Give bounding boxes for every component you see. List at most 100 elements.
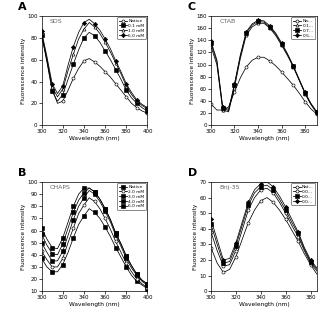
6.0 mM: [108, 218, 112, 221]
6.0 mM: [103, 207, 107, 211]
0.7...: [215, 60, 219, 63]
4.0 mM: [82, 191, 86, 195]
0.0...: [209, 218, 213, 221]
0.0...: [271, 191, 275, 195]
6.0 mM: [119, 70, 123, 74]
3.0 mM: [56, 259, 60, 263]
Text: CHAPS: CHAPS: [50, 185, 71, 190]
6.0 mM: [130, 91, 133, 94]
Native: [124, 95, 128, 99]
Native: [56, 101, 60, 105]
3.0 mM: [82, 196, 86, 200]
0.1 mM: [92, 34, 96, 37]
0.0...: [215, 249, 219, 252]
6.0 mM: [140, 278, 144, 282]
0.1...: [297, 78, 301, 82]
0.1 mM: [45, 60, 49, 64]
1.0 mM: [82, 27, 86, 31]
6.0 mM: [82, 186, 86, 190]
1.0 mM: [103, 40, 107, 44]
Text: B: B: [18, 168, 27, 178]
X-axis label: Wavelength (nm): Wavelength (nm): [69, 302, 120, 307]
0.1...: [209, 44, 213, 48]
Na...: [285, 76, 289, 80]
4.0 mM: [87, 186, 91, 190]
2.0 mM: [82, 203, 86, 207]
0.0...: [221, 258, 225, 262]
Nat...: [309, 263, 313, 267]
3.0 mM: [87, 188, 91, 192]
Na...: [274, 64, 277, 68]
2.0 mM: [66, 241, 70, 244]
3.0 mM: [146, 283, 149, 287]
0.7...: [262, 20, 266, 24]
Native: [130, 101, 133, 105]
Na...: [233, 90, 236, 94]
Nat...: [234, 255, 238, 259]
0.0...: [246, 200, 250, 204]
0.0...: [296, 230, 300, 234]
1.0 mM: [98, 32, 102, 36]
4.0 mM: [140, 278, 144, 282]
0.0...: [277, 200, 281, 204]
6.0 mM: [87, 186, 91, 190]
Native: [140, 109, 144, 113]
Legend: Native, 2.0 mM, 3.0 mM, 4.0 mM, 6.0 mM: Native, 2.0 mM, 3.0 mM, 4.0 mM, 6.0 mM: [117, 183, 146, 210]
6.0 mM: [40, 226, 44, 230]
0.1 mM: [77, 48, 81, 52]
Native: [92, 60, 96, 64]
0.1...: [233, 86, 236, 90]
2.0 mM: [130, 270, 133, 274]
1.0 mM: [71, 52, 75, 56]
0.1...: [291, 65, 295, 69]
0.5...: [209, 40, 213, 44]
6.0 mM: [130, 264, 133, 268]
6.0 mM: [77, 30, 81, 34]
Line: 0.0...: 0.0...: [209, 187, 318, 272]
Line: 0.0...: 0.0...: [209, 184, 318, 271]
0.5...: [256, 18, 260, 22]
6.0 mM: [124, 82, 128, 86]
Line: 6.0 mM: 6.0 mM: [40, 18, 149, 109]
0.1 mM: [56, 99, 60, 103]
2.0 mM: [135, 277, 139, 281]
Nat...: [240, 238, 244, 242]
Native: [135, 106, 139, 110]
0.0...: [240, 224, 244, 228]
4.0 mM: [130, 264, 133, 268]
Native: [119, 255, 123, 259]
Native: [66, 251, 70, 254]
Line: 2.0 mM: 2.0 mM: [40, 196, 149, 289]
Native: [103, 70, 107, 74]
4.0 mM: [135, 272, 139, 276]
1.0 mM: [135, 99, 139, 103]
0.7...: [233, 83, 236, 87]
0.0...: [246, 208, 250, 212]
Native: [103, 225, 107, 229]
Legend: Nat..., 0.0..., 0.0..., 0.0...: Nat..., 0.0..., 0.0..., 0.0...: [291, 183, 316, 205]
4.0 mM: [114, 231, 118, 235]
Na...: [244, 65, 248, 69]
Nat...: [252, 208, 256, 212]
0.5...: [268, 24, 272, 28]
6.0 mM: [50, 245, 54, 249]
4.0 mM: [92, 190, 96, 194]
0.7...: [268, 25, 272, 29]
0.5...: [280, 41, 284, 44]
2.0 mM: [108, 228, 112, 231]
0.1 mM: [135, 101, 139, 105]
0.5...: [274, 31, 277, 35]
1.0 mM: [66, 69, 70, 73]
0.0...: [228, 260, 232, 263]
0.7...: [297, 78, 301, 82]
0.1 mM: [61, 93, 65, 97]
Na...: [262, 55, 266, 59]
6.0 mM: [114, 231, 118, 235]
6.0 mM: [98, 197, 102, 201]
Native: [146, 111, 149, 115]
6.0 mM: [119, 242, 123, 246]
0.0...: [277, 197, 281, 201]
0.0...: [296, 235, 300, 238]
0.0...: [265, 186, 269, 190]
6.0 mM: [45, 54, 49, 58]
